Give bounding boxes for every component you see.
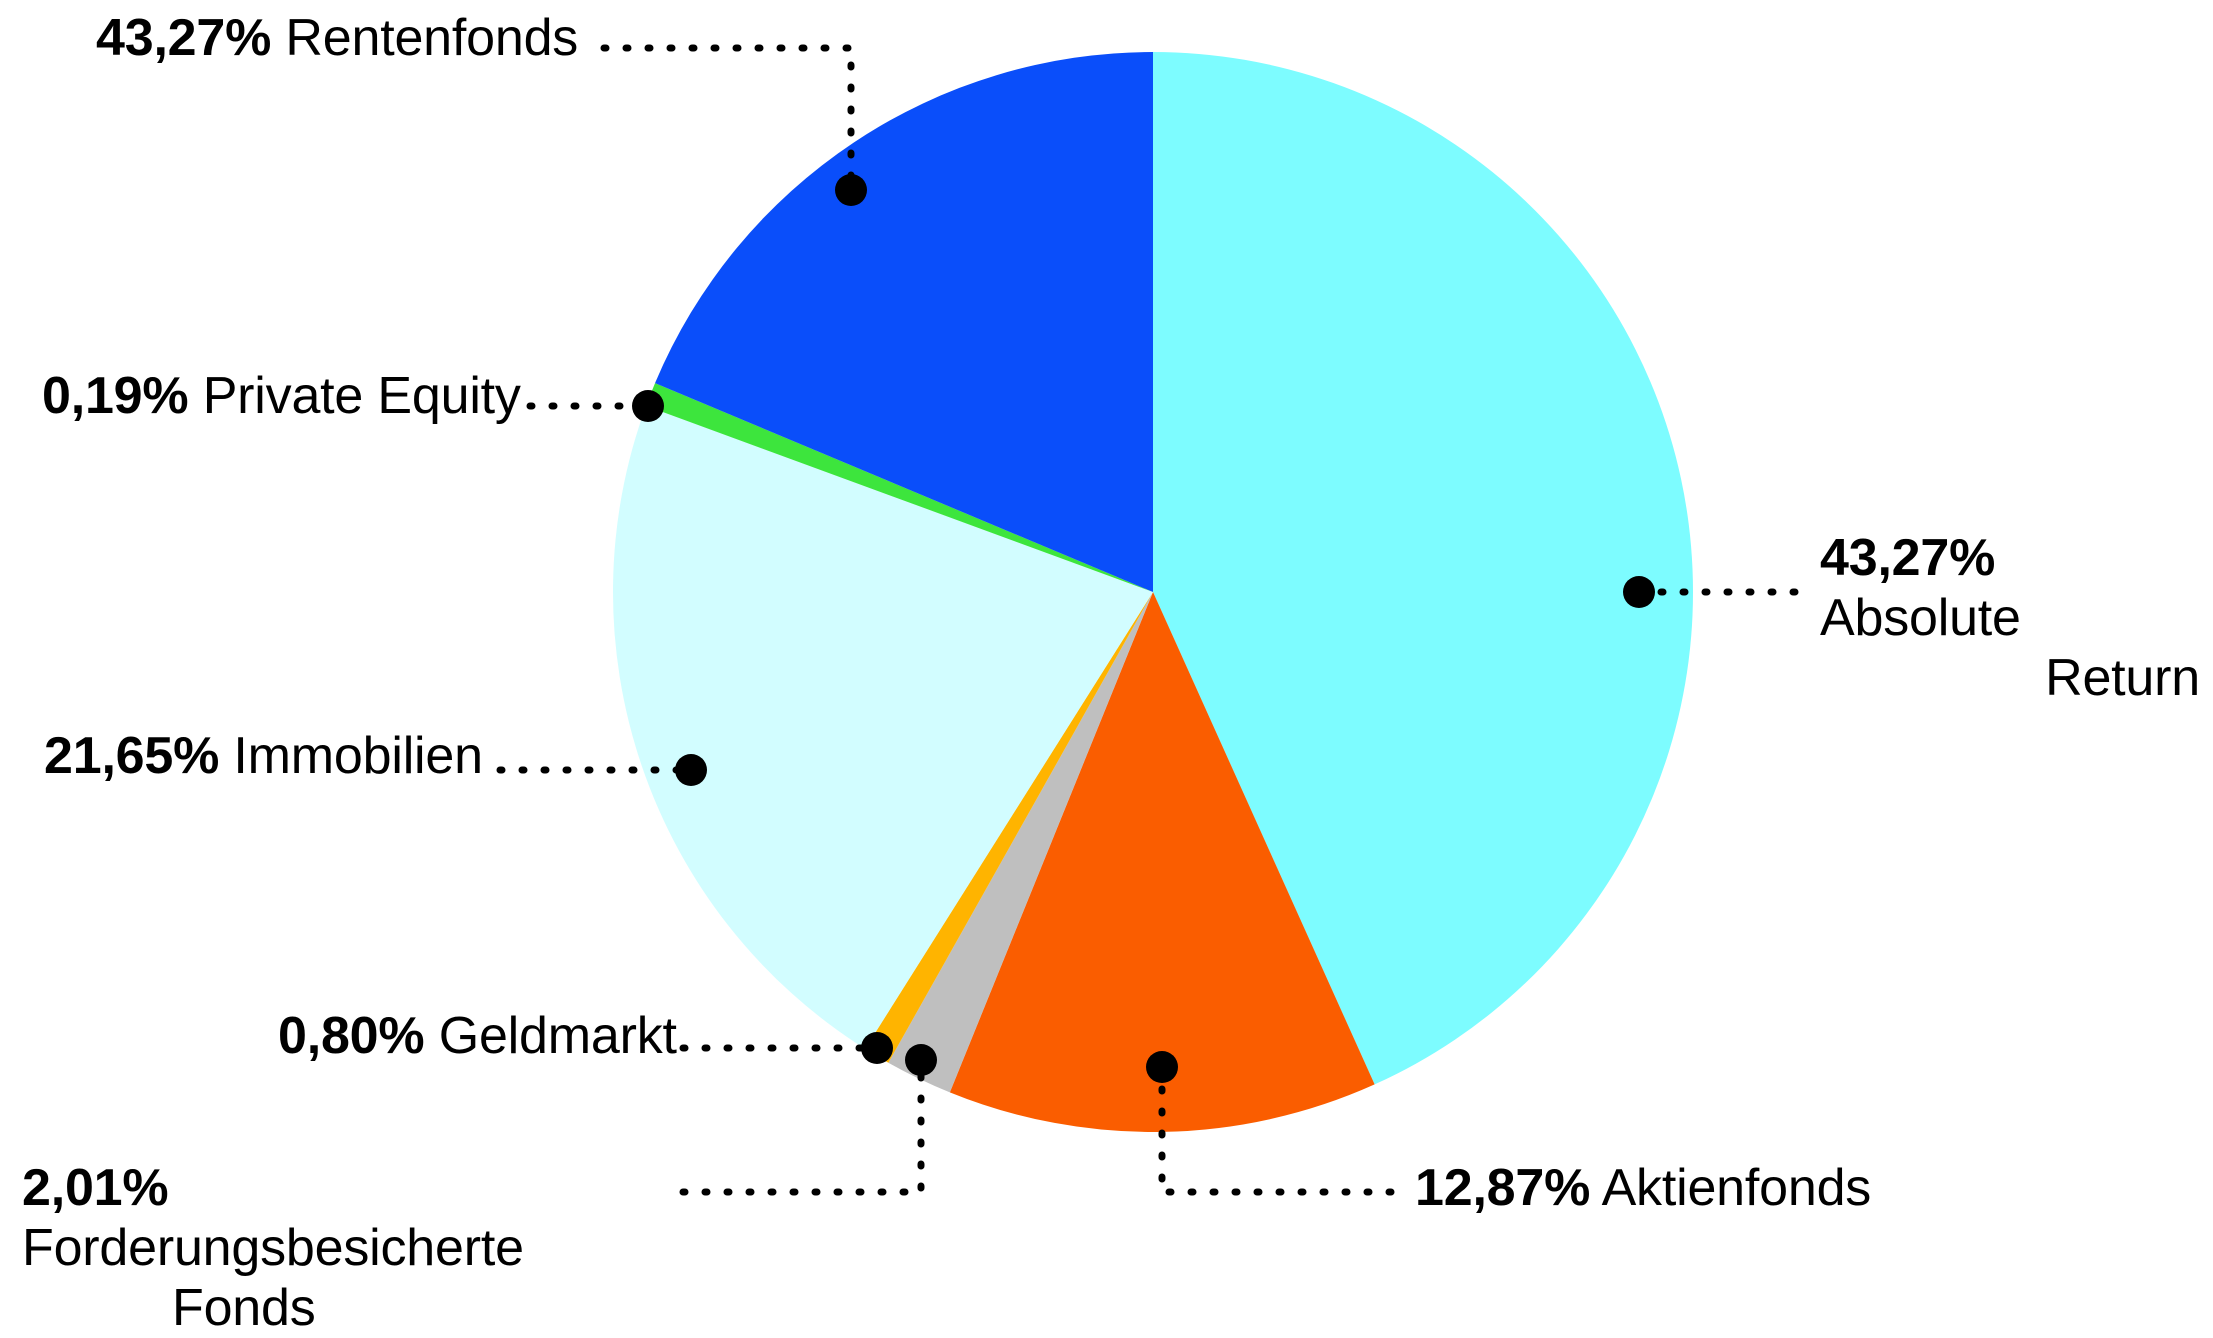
- slice-label-forderungsbesicherte-fonds: 2,01% Forderungsbesicherte Fonds: [22, 1158, 662, 1338]
- pie-slice-private-equity[interactable]: [646, 383, 1153, 592]
- leader-dot-private-equity: [632, 390, 664, 422]
- slice-name-absolute-return: Absolute: [1820, 589, 2021, 647]
- pie-slices-group: [612, 52, 1694, 1133]
- slice-percent-absolute-return: 43,27%: [1820, 529, 1996, 587]
- slice-label-rentenfonds: 43,27% Rentenfonds: [96, 8, 578, 68]
- slice-label-private-equity: 0,19% Private Equity: [42, 366, 521, 426]
- leader-dot-rentenfonds: [835, 174, 867, 206]
- leader-dot-forderungsbesicherte-fonds: [905, 1044, 937, 1076]
- slice-name-rentenfonds: Rentenfonds: [285, 9, 579, 67]
- leader-lines-group: [496, 44, 1804, 1196]
- slice-name-forderungsbesicherte-fonds: Forderungsbesicherte: [22, 1219, 524, 1277]
- pie-slice-absolute-return[interactable]: [1153, 52, 1694, 1085]
- slice-percent-rentenfonds: 43,27%: [96, 9, 272, 67]
- slice-percent-aktienfonds: 12,87%: [1415, 1159, 1591, 1217]
- slice-percent-forderungsbesicherte-fonds: 2,01%: [22, 1159, 169, 1217]
- leader-dots-group: [632, 174, 1655, 1083]
- pie-slice-aktienfonds[interactable]: [949, 592, 1375, 1133]
- slice-name-geldmarkt: Geldmarkt: [438, 1007, 677, 1065]
- slice-name-aktienfonds: Aktienfonds: [1601, 1159, 1872, 1217]
- slice-name-forderungsbesicherte-fonds-line2: Fonds: [172, 1279, 316, 1337]
- pie-slice-forderungsbesicherte-fonds[interactable]: [888, 592, 1153, 1093]
- slice-percent-private-equity: 0,19%: [42, 367, 189, 425]
- leader-line-forderungsbesicherte: [679, 1056, 925, 1196]
- slice-name-private-equity: Private Equity: [202, 367, 521, 425]
- slice-name-immobilien: Immobilien: [233, 727, 483, 785]
- slice-label-aktienfonds: 12,87% Aktienfonds: [1415, 1158, 1871, 1218]
- slice-percent-immobilien: 21,65%: [44, 727, 220, 785]
- slice-name-absolute-return-line2: Return: [2045, 649, 2200, 707]
- pie-chart-figure: 43,27% Rentenfonds 0,19% Private Equity …: [22, 8, 2200, 1337]
- leader-line-aktienfonds: [1158, 1063, 1404, 1196]
- pie-slice-immobilien[interactable]: [612, 405, 1153, 1049]
- slice-label-immobilien: 21,65% Immobilien: [44, 726, 483, 786]
- slice-label-absolute-return: 43,27% Absolute Return: [1820, 528, 2200, 708]
- pie-slice-rentenfonds[interactable]: [655, 52, 1153, 592]
- leader-dot-geldmarkt: [861, 1032, 893, 1064]
- pie-chart-graphic: [496, 44, 1804, 1196]
- slice-label-geldmarkt: 0,80% Geldmarkt: [278, 1006, 677, 1066]
- pie-slice-geldmarkt[interactable]: [865, 592, 1153, 1063]
- leader-line-rentenfonds: [600, 44, 855, 194]
- leader-dot-absolute-return: [1623, 576, 1655, 608]
- leader-dot-immobilien: [675, 754, 707, 786]
- slice-percent-geldmarkt: 0,80%: [278, 1007, 425, 1065]
- leader-dot-aktienfonds: [1146, 1051, 1178, 1083]
